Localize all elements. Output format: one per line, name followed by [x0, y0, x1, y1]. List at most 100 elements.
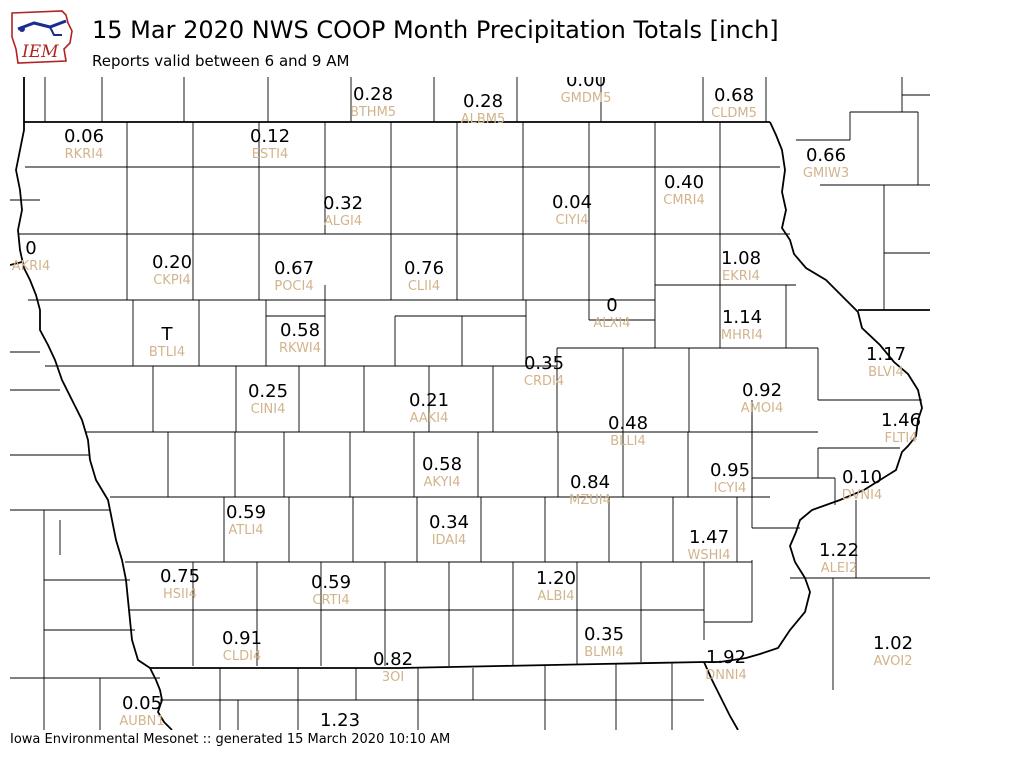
- map-title: 15 Mar 2020 NWS COOP Month Precipitation…: [92, 16, 779, 44]
- station-id: GMIW3: [803, 166, 849, 181]
- station-value: 0.82: [373, 649, 413, 670]
- station-value: 0.25: [248, 381, 288, 402]
- station-id: AKYI4: [423, 475, 460, 490]
- footer-credit: Iowa Environmental Mesonet :: generated …: [10, 732, 451, 747]
- station-value: 0.06: [64, 126, 104, 147]
- station-id: BTHM5: [350, 105, 396, 120]
- station-value: 0.28: [353, 84, 393, 105]
- station-value: 0.12: [250, 126, 290, 147]
- station-value: 0.76: [404, 258, 444, 279]
- station-id: EKRI4: [722, 269, 760, 284]
- station-value: 0.66: [806, 145, 846, 166]
- map-subtitle: Reports valid between 6 and 9 AM: [92, 52, 350, 70]
- station-id: BLLI4: [610, 434, 646, 449]
- station-value: 1.22: [819, 540, 859, 561]
- station-id: WSHI4: [688, 548, 731, 563]
- station-value: 0.75: [160, 566, 200, 587]
- station-id: CKPI4: [153, 273, 191, 288]
- station-id: DVNI4: [842, 488, 883, 503]
- station-value: 0.58: [280, 320, 320, 341]
- station-value: 0.34: [429, 512, 469, 533]
- station-id: ALBM5: [461, 112, 506, 127]
- station-value: T: [161, 324, 174, 345]
- station-value: 0.00: [566, 77, 606, 91]
- station-value: 0.35: [524, 353, 564, 374]
- station-value: 1.46: [881, 410, 921, 431]
- station-id: CMRI4: [663, 193, 704, 208]
- station-value: 1.02: [873, 633, 913, 654]
- station-id: BLMI4: [584, 645, 623, 660]
- state-boundaries: [10, 77, 930, 730]
- station-id: AMOI4: [741, 401, 783, 416]
- station-value: 0.35: [584, 624, 624, 645]
- station-value: 0.04: [552, 192, 592, 213]
- svg-text:IEM: IEM: [21, 42, 59, 62]
- station-id: ICYI4: [714, 481, 747, 496]
- precipitation-map: 0.28 BTHM5 0.28 ALBM5 0.00 GMDM5 0.68 CLDM5 0.06…: [10, 77, 930, 730]
- station-value: 0: [25, 238, 36, 259]
- station-value: 0.28: [463, 91, 503, 112]
- station-id: 3OI: [382, 670, 404, 685]
- station-id: ALEI2: [821, 561, 857, 576]
- station-value: 0.10: [842, 467, 882, 488]
- station-value: 0.95: [710, 460, 750, 481]
- station-value: 0.48: [608, 413, 648, 434]
- iem-logo: IEM: [10, 9, 74, 65]
- station-id: MZUI4: [569, 493, 611, 508]
- station-id: ALBI4: [537, 589, 574, 604]
- station-value: 1.17: [866, 344, 906, 365]
- station-id: AAKI4: [410, 411, 449, 426]
- station-value: 0.84: [570, 472, 610, 493]
- station-id: AVOI2: [873, 654, 912, 669]
- station-value: 1.47: [689, 527, 729, 548]
- station-value: 1.14: [722, 307, 762, 328]
- station-value: 0.20: [152, 252, 192, 273]
- station-id: CLDM5: [711, 106, 757, 121]
- station-id: RKWI4: [279, 341, 321, 356]
- station-id: CRDI4: [524, 374, 564, 389]
- station-id: CRTI4: [312, 593, 349, 608]
- station-id: POCI4: [274, 279, 313, 294]
- station-id: CINI4: [251, 402, 286, 417]
- station-value: 0.67: [274, 258, 314, 279]
- station-id: ATLI4: [228, 523, 263, 538]
- station-id: ALGI4: [324, 214, 362, 229]
- station-unnamed: 1.23: [320, 710, 360, 730]
- station-id: RKRI4: [65, 147, 104, 162]
- station-id: ESTI4: [252, 147, 289, 162]
- station-id: AKRI4: [12, 259, 51, 274]
